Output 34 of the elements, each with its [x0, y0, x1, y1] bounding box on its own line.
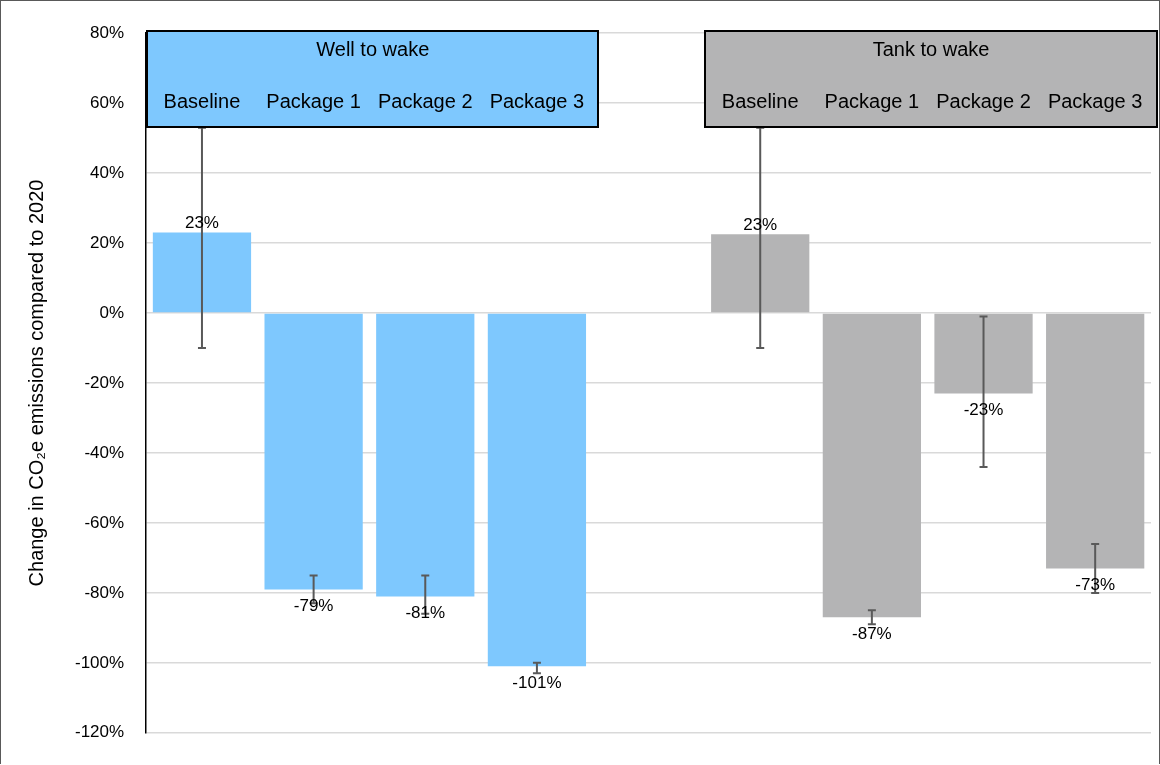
bar	[822, 313, 921, 618]
bar	[487, 313, 587, 667]
x-tick-label: Package 1	[266, 90, 361, 113]
data-label: -81%	[405, 602, 446, 622]
y-tick-label: -100%	[75, 652, 125, 672]
x-tick-label: Package 2	[378, 90, 473, 113]
bar	[264, 313, 363, 590]
x-tick-label: Baseline	[721, 90, 799, 113]
y-tick-label: -40%	[84, 442, 125, 462]
bar	[376, 313, 475, 597]
x-tick-label: Baseline	[163, 90, 241, 113]
y-tick-label: 40%	[90, 162, 125, 182]
bar	[152, 232, 252, 313]
y-tick-label: -20%	[84, 372, 125, 392]
y-tick-label: -120%	[75, 722, 125, 742]
bar	[1046, 313, 1145, 569]
bar	[711, 234, 810, 313]
x-tick-label: Package 3	[489, 90, 585, 113]
data-label: -79%	[293, 595, 334, 615]
x-tick-label: Package 1	[824, 90, 920, 113]
y-tick-label: 0%	[99, 302, 125, 322]
y-tick-label: 20%	[90, 232, 125, 252]
y-tick-label: -60%	[84, 512, 125, 532]
x-tick-label: Package 3	[1047, 90, 1143, 113]
data-label: -101%	[512, 672, 562, 692]
y-tick-label: -80%	[84, 582, 125, 602]
y-tick-label: 80%	[90, 22, 125, 42]
annotation: Well to wake	[315, 38, 431, 61]
annotation: Tank to wake	[871, 38, 991, 61]
bar	[934, 313, 1033, 394]
data-label: -87%	[852, 623, 892, 643]
y-axis-title: Change in CO₂e emissions compared to 2020	[24, 179, 47, 587]
x-tick-label: Package 2	[936, 90, 1031, 113]
y-tick-label: 60%	[90, 92, 125, 112]
